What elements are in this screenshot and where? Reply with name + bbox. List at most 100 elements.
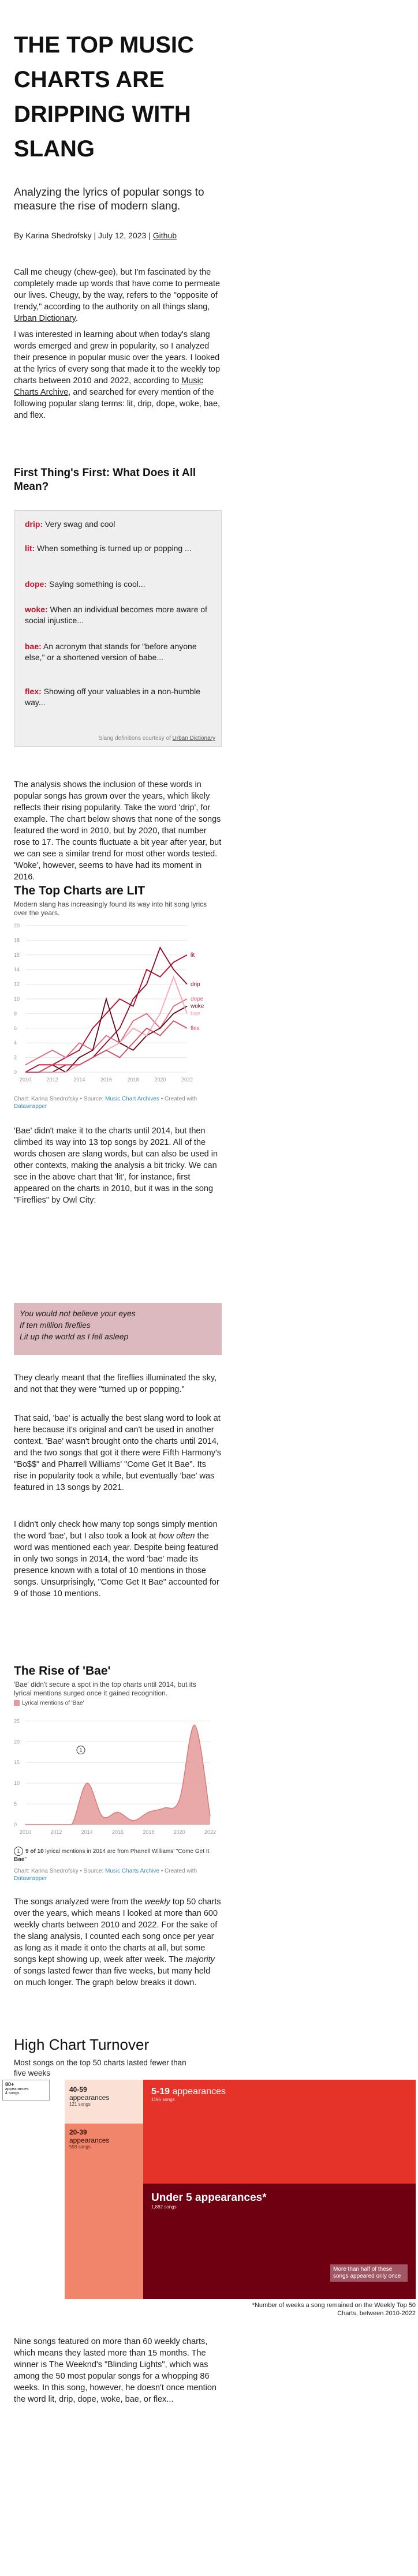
x-tick-label: 2022 bbox=[181, 1077, 193, 1083]
chart1-credit-mid: • Created with bbox=[159, 1096, 197, 1102]
annotation-circle bbox=[76, 1746, 85, 1755]
definition-text: When something is turned up or popping .… bbox=[37, 544, 192, 553]
x-tick-label: 2016 bbox=[112, 1829, 124, 1835]
cell-label: 5-19 bbox=[151, 2087, 170, 2096]
intro-p2-text: I was interested in learning about when … bbox=[14, 330, 221, 385]
y-tick-label: 4 bbox=[14, 1040, 17, 1046]
definition-term: dope: bbox=[25, 579, 47, 589]
definition-text: Very swag and cool bbox=[45, 519, 115, 529]
fireflies-lyrics-quote: You would not believe your eyes If ten m… bbox=[14, 1303, 222, 1355]
slang-line-chart: 0 2 4 6 8 10 12 14 16 18 20 2010 2012 2014 2016 2018 202… bbox=[14, 923, 204, 1083]
definitions-credit: Slang definitions courtesy of Urban Dict… bbox=[99, 735, 215, 742]
bae-paragraph-4: I didn't only check how many top songs s… bbox=[14, 1519, 222, 1600]
y-tick-label: 12 bbox=[14, 982, 20, 987]
y-tick-label: 25 bbox=[14, 1718, 20, 1724]
cell-sub: appearances bbox=[172, 2087, 226, 2096]
series-line-drip bbox=[25, 946, 188, 1073]
article-dek: Analyzing the lyrics of popular songs to… bbox=[14, 186, 204, 212]
bae-line bbox=[25, 1724, 211, 1825]
definition-text: When an individual becomes more aware of… bbox=[25, 605, 207, 625]
turnover-subtitle: Most songs on the top 50 charts lasted f… bbox=[14, 2058, 186, 2077]
y-tick-label: 15 bbox=[14, 1759, 20, 1765]
music-charts-archive-link[interactable]: Music Charts Archive bbox=[14, 376, 204, 397]
quote-line: Lit up the world as I fell asleep bbox=[20, 1332, 129, 1341]
x-tick-label: 2022 bbox=[204, 1829, 216, 1835]
cell-count: 593 songs bbox=[69, 2144, 91, 2150]
cell-count: 1,882 songs bbox=[151, 2204, 177, 2210]
bae-p7-emphasis: how often bbox=[158, 1532, 195, 1541]
legend-label: Lyrical mentions of 'Bae' bbox=[22, 1700, 84, 1706]
series-line-flex bbox=[25, 1020, 188, 1073]
y-tick-label: 5 bbox=[14, 1801, 17, 1807]
legend-swatch bbox=[14, 1700, 20, 1706]
note-bae: Bae bbox=[14, 1856, 25, 1863]
definition-item: drip: Very swag and cool bbox=[25, 519, 210, 530]
turnover-text-c: of songs lasted fewer than five weeks, b… bbox=[14, 1967, 211, 1987]
treemap-cell-40-59: 40-59 appearances 121 songs bbox=[65, 2080, 143, 2124]
cell-label: 40-59 bbox=[69, 2085, 87, 2094]
y-tick-label: 8 bbox=[14, 1010, 17, 1016]
x-tick-label: 2016 bbox=[100, 1077, 112, 1083]
x-tick-label: 2014 bbox=[73, 1077, 85, 1083]
definitions-credit-link[interactable]: Urban Dictionary bbox=[172, 735, 215, 742]
definition-term: woke: bbox=[25, 605, 48, 614]
byline-date: July 12, 2023 bbox=[98, 231, 147, 240]
chart1-source-link[interactable]: Music Chart Archives bbox=[105, 1096, 159, 1102]
y-tick-label: 18 bbox=[14, 937, 20, 943]
turnover-treemap: 80+ appearances 4 songs 40-59 appearance… bbox=[0, 2080, 418, 2317]
y-tick-label: 20 bbox=[14, 923, 20, 928]
treemap-cell-5-19: 5-19 appearances 1195 songs bbox=[143, 2080, 416, 2184]
urban-dictionary-link[interactable]: Urban Dictionary bbox=[14, 314, 76, 323]
definition-term: drip: bbox=[25, 519, 43, 529]
treemap-footnote: *Number of weeks a song remained on the … bbox=[252, 2302, 416, 2317]
series-label-bae: bae bbox=[191, 1010, 200, 1017]
chart1-title: The Top Charts are LIT bbox=[14, 884, 145, 897]
chart2-credit-mid: • Created with bbox=[159, 1868, 197, 1874]
y-tick-label: 0 bbox=[14, 1822, 17, 1828]
y-tick-label: 16 bbox=[14, 952, 20, 958]
definition-term: bae: bbox=[25, 642, 42, 651]
chart1-tool-link[interactable]: Datawrapper bbox=[14, 1103, 47, 1110]
bae-area-chart: 0 5 10 15 20 25 2010 2012 2014 2016 2018 2020 2022 1 bbox=[14, 1718, 216, 1835]
cell-sub: appearances* bbox=[195, 2192, 267, 2204]
chart2-legend: Lyrical mentions of 'Bae' bbox=[14, 1700, 84, 1706]
y-tick-label: 2 bbox=[14, 1055, 17, 1061]
chart1-credit-text: Chart: Karina Shedrofsky • Source: bbox=[14, 1096, 106, 1102]
series-label-woke: woke bbox=[190, 1004, 204, 1010]
github-link[interactable]: Github bbox=[152, 231, 177, 240]
cell-sub: appearances bbox=[5, 2087, 29, 2091]
analysis-paragraph: The analysis shows the inclusion of thes… bbox=[14, 780, 222, 882]
y-tick-label: 10 bbox=[14, 996, 20, 1002]
definition-item: flex: Showing off your valuables in a no… bbox=[25, 686, 210, 708]
intro-p1-end: . bbox=[75, 314, 78, 323]
series-label-dope: dope bbox=[191, 996, 204, 1002]
turnover-em-majority: majority bbox=[185, 1955, 215, 1964]
treemap-cell-20-39: 20-39 appearances 593 songs bbox=[65, 2124, 143, 2299]
chart1-credit: Chart: Karina Shedrofsky • Source: Music… bbox=[14, 1095, 210, 1110]
bae-paragraph-2: They clearly meant that the fireflies il… bbox=[14, 1373, 217, 1394]
quote-line: If ten million fireflies bbox=[20, 1320, 91, 1330]
x-tick-label: 2012 bbox=[47, 1077, 58, 1083]
chart2-tool-link[interactable]: Datawrapper bbox=[14, 1875, 47, 1882]
definition-text: Showing off your valuables in a non-humb… bbox=[25, 687, 201, 707]
closing-paragraph: Nine songs featured on more than 60 week… bbox=[14, 2337, 217, 2404]
y-tick-label: 6 bbox=[14, 1025, 17, 1031]
x-tick-label: 2014 bbox=[81, 1829, 93, 1835]
bae-p7-text: I didn't only check how many top songs s… bbox=[14, 1520, 218, 1541]
definition-item: bae: An acronym that stands for "before … bbox=[25, 641, 210, 663]
x-tick-label: 2020 bbox=[154, 1077, 166, 1083]
page-title: THE TOP MUSIC CHARTS ARE DRIPPING WITH S… bbox=[14, 32, 194, 162]
x-tick-label: 2020 bbox=[174, 1829, 185, 1835]
definition-term: flex: bbox=[25, 687, 42, 696]
intro-paragraph-2: I was interested in learning about when … bbox=[14, 329, 222, 421]
x-tick-label: 2018 bbox=[143, 1829, 154, 1835]
annotation-marker: 1 bbox=[79, 1747, 82, 1753]
treemap-cell-80plus: 80+ appearances 4 songs bbox=[2, 2080, 50, 2101]
chart2-source-link[interactable]: Music Charts Archive bbox=[105, 1868, 159, 1874]
definition-term: lit: bbox=[25, 544, 35, 553]
note-end: " bbox=[24, 1856, 27, 1863]
treemap-callout: More than half of these songs appeared o… bbox=[330, 2264, 408, 2282]
note-marker: 1 bbox=[14, 1847, 23, 1856]
x-tick-label: 2012 bbox=[50, 1829, 62, 1835]
